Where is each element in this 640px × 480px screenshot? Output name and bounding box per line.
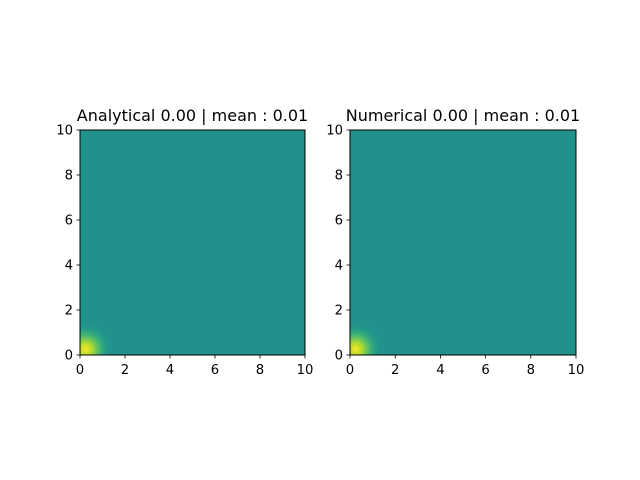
x-tick-label: 4 <box>436 363 444 378</box>
y-tick-label: 4 <box>65 259 73 274</box>
heatmap-peak <box>80 130 305 355</box>
x-axis: 0 2 4 6 8 10 <box>346 355 585 378</box>
x-tick-label: 2 <box>391 363 399 378</box>
y-tick-label: 0 <box>65 349 73 364</box>
x-tick-label: 6 <box>211 363 219 378</box>
y-tick-label: 2 <box>65 304 73 319</box>
x-axis: 0 2 4 6 8 10 <box>76 355 314 378</box>
y-tick-label: 4 <box>335 259 343 274</box>
y-tick-label: 6 <box>65 214 73 229</box>
heatmap-panel-analytical: Analytical 0.00 | mean : 0.01 0 2 4 6 8 10 0 2… <box>56 106 313 378</box>
x-tick-label: 10 <box>297 363 314 378</box>
chart-title: Numerical 0.00 | mean : 0.01 <box>346 106 580 125</box>
y-tick-label: 10 <box>326 124 343 139</box>
y-tick-label: 8 <box>335 169 343 184</box>
y-tick-label: 6 <box>335 214 343 229</box>
y-axis: 0 2 4 6 8 10 <box>56 124 80 364</box>
y-tick-label: 10 <box>56 124 73 139</box>
y-tick-label: 2 <box>335 304 343 319</box>
x-tick-label: 0 <box>76 363 84 378</box>
x-tick-label: 6 <box>481 363 489 378</box>
axes-frame <box>79 129 306 356</box>
x-tick-label: 2 <box>121 363 129 378</box>
x-tick-label: 8 <box>256 363 264 378</box>
y-axis: 0 2 4 6 8 10 <box>326 124 350 364</box>
chart-title: Analytical 0.00 | mean : 0.01 <box>77 106 308 125</box>
x-tick-label: 4 <box>166 363 174 378</box>
x-tick-label: 8 <box>527 363 535 378</box>
y-tick-label: 0 <box>335 349 343 364</box>
heatmap-peak <box>350 130 576 355</box>
x-tick-label: 10 <box>568 363 585 378</box>
y-tick-label: 8 <box>65 169 73 184</box>
axes-frame <box>349 129 577 356</box>
heatmap-panel-numerical: Numerical 0.00 | mean : 0.01 0 2 4 6 8 10 0 2 4… <box>326 106 584 378</box>
x-tick-label: 0 <box>346 363 354 378</box>
